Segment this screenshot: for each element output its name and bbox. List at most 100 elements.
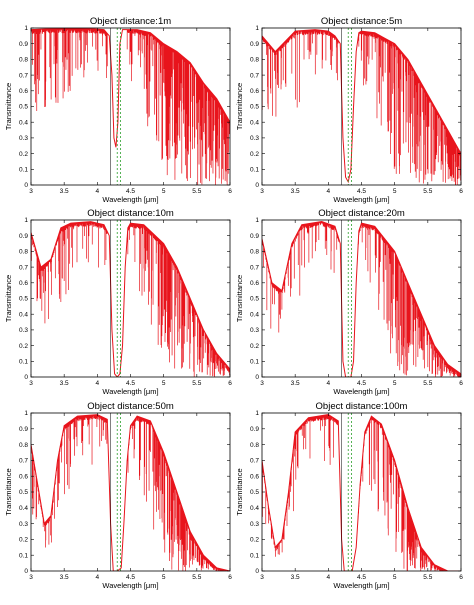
y-tick-label: 0.7 — [250, 264, 259, 271]
x-tick-label: 4.5 — [357, 188, 366, 195]
x-tick-label: 4 — [96, 574, 100, 581]
axes-box — [261, 412, 462, 572]
chart-panel: Object distance:5m 3 3.5 4 4.5 5 5.5 6 0 0.1 0.2 0.… — [235, 0, 474, 204]
x-tick-label: 4 — [327, 188, 331, 195]
x-tick-label: 4.5 — [357, 380, 366, 387]
series-envelope — [262, 29, 461, 184]
y-tick-label: 0.8 — [250, 249, 259, 256]
y-tick-label: 0.1 — [19, 167, 28, 174]
y-axis-label: Transmittance — [235, 468, 244, 515]
y-tick-label: 0.4 — [19, 505, 28, 512]
y-tick-label: 0.5 — [19, 104, 28, 111]
x-tick-label: 6 — [228, 188, 232, 195]
chart-title: Object distance:100m — [316, 401, 408, 412]
axes-box — [30, 412, 231, 572]
y-tick-label: 0.8 — [19, 442, 28, 449]
series-envelope — [262, 414, 461, 571]
series-absorption-lines — [262, 414, 448, 571]
chart-title: Object distance:20m — [318, 208, 405, 219]
x-tick-label: 5.5 — [423, 188, 432, 195]
x-axis-label: Wavelength [μm] — [102, 387, 158, 396]
y-tick-label: 0.6 — [19, 88, 28, 95]
chart-svg: Object distance:5m 3 3.5 4 4.5 5 5.5 6 0 0.1 0.2 0.… — [235, 16, 463, 204]
x-tick-label: 3 — [29, 574, 33, 581]
y-tick-label: 1 — [255, 217, 259, 224]
series-envelope — [31, 28, 230, 148]
y-tick-label: 0 — [24, 374, 28, 381]
y-tick-label: 0 — [255, 182, 259, 189]
y-tick-label: 0.5 — [250, 104, 259, 111]
y-tick-label: 0.5 — [19, 489, 28, 496]
x-tick-label: 5.5 — [423, 380, 432, 387]
x-tick-label: 4.5 — [357, 574, 366, 581]
x-tick-label: 4.5 — [126, 380, 135, 387]
x-axis-label: Wavelength [μm] — [333, 581, 389, 590]
x-tick-label: 5 — [393, 188, 397, 195]
series-absorption-lines — [31, 414, 230, 571]
y-tick-label: 0.9 — [250, 41, 259, 48]
chart-svg: Object distance:50m 3 3.5 4 4.5 5 5.5 6 0 0.1 0.2 0… — [4, 401, 232, 590]
series-line — [262, 221, 461, 377]
x-tick-label: 5.5 — [192, 380, 201, 387]
y-tick-label: 0.4 — [250, 311, 259, 318]
series-line — [31, 221, 230, 377]
y-tick-label: 0.8 — [250, 442, 259, 449]
chart-panel: Object distance:50m 3 3.5 4 4.5 5 5.5 6 0 0.1 0.2 0… — [0, 400, 237, 600]
x-tick-label: 4.5 — [126, 574, 135, 581]
y-tick-label: 0.6 — [19, 280, 28, 287]
y-tick-label: 0.9 — [19, 233, 28, 240]
x-tick-label: 4 — [96, 188, 100, 195]
x-axis-label: Wavelength [μm] — [102, 195, 158, 204]
chart-panel: Object distance:100m 3 3.5 4 4.5 5 5.5 6 0 0.1 0.2… — [235, 400, 474, 600]
x-axis-label: Wavelength [μm] — [333, 195, 389, 204]
chart-svg: Object distance:1m 3 3.5 4 4.5 5 5.5 6 0 0.1 0.2 0.… — [4, 16, 232, 204]
y-tick-label: 0.3 — [19, 521, 28, 528]
y-axis-label: Transmittance — [4, 468, 13, 515]
x-tick-label: 6 — [459, 574, 463, 581]
x-tick-label: 6 — [228, 574, 232, 581]
y-tick-label: 0.4 — [250, 119, 259, 126]
y-tick-label: 0.6 — [250, 280, 259, 287]
y-tick-label: 0 — [255, 568, 259, 575]
x-tick-label: 3 — [29, 380, 33, 387]
y-tick-label: 0.4 — [19, 311, 28, 318]
y-tick-label: 0.2 — [250, 343, 259, 350]
y-tick-label: 0.5 — [250, 296, 259, 303]
y-tick-label: 0 — [255, 374, 259, 381]
series-line — [262, 29, 461, 185]
x-axis-label: Wavelength [μm] — [333, 387, 389, 396]
series-envelope — [262, 221, 461, 377]
y-tick-label: 0.6 — [19, 473, 28, 480]
y-tick-label: 1 — [24, 25, 28, 32]
series-line — [262, 414, 461, 571]
y-tick-label: 0.7 — [250, 458, 259, 465]
x-tick-label: 6 — [228, 380, 232, 387]
x-tick-label: 5.5 — [192, 574, 201, 581]
x-tick-label: 4 — [327, 574, 331, 581]
y-tick-label: 0 — [24, 568, 28, 575]
x-tick-label: 4.5 — [126, 188, 135, 195]
y-tick-label: 0.9 — [250, 426, 259, 433]
series-absorption-lines — [31, 221, 230, 377]
y-tick-label: 0 — [24, 182, 28, 189]
y-axis-label: Transmittance — [235, 275, 244, 322]
chart-svg: Object distance:20m 3 3.5 4 4.5 5 5.5 6 0 0.1 0.2 0… — [235, 208, 463, 396]
x-tick-label: 3 — [260, 380, 264, 387]
chart-title: Object distance:50m — [87, 401, 174, 412]
y-tick-label: 1 — [255, 410, 259, 417]
y-axis-label: Transmittance — [4, 83, 13, 130]
x-tick-label: 3 — [260, 574, 264, 581]
y-tick-label: 0.1 — [250, 167, 259, 174]
y-tick-label: 0.5 — [19, 296, 28, 303]
x-axis-label: Wavelength [μm] — [102, 581, 158, 590]
y-tick-label: 0.3 — [250, 135, 259, 142]
x-tick-label: 5 — [162, 574, 166, 581]
x-tick-label: 3 — [29, 188, 33, 195]
y-tick-label: 0.6 — [250, 473, 259, 480]
series-envelope — [31, 221, 230, 377]
y-tick-label: 0.7 — [19, 264, 28, 271]
y-tick-label: 0.8 — [19, 57, 28, 64]
chart-title: Object distance:10m — [87, 208, 174, 219]
x-tick-label: 3.5 — [60, 380, 69, 387]
y-tick-label: 0.3 — [19, 327, 28, 334]
